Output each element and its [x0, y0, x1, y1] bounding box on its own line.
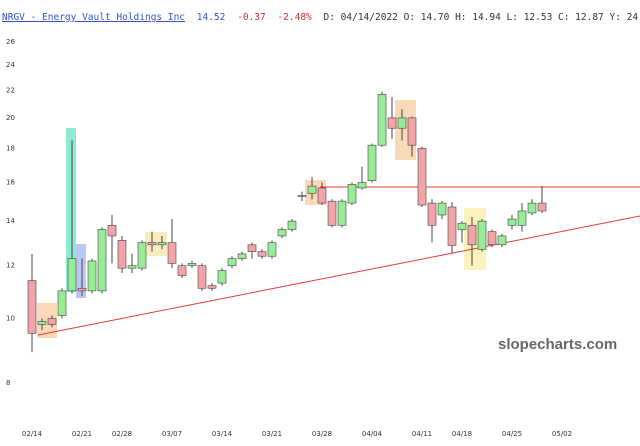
x-tick-label: 04/04: [362, 430, 383, 438]
y-tick-label: 18: [6, 144, 15, 152]
candles: [27, 91, 547, 353]
x-tick-label: 02/21: [72, 430, 92, 438]
candle-body: [207, 285, 217, 289]
candle-body: [417, 148, 427, 206]
candle-body: [477, 220, 487, 250]
y-tick-label: 16: [6, 178, 15, 186]
candle-body: [237, 253, 247, 259]
candle-body: [497, 235, 507, 246]
candle-body: [367, 144, 377, 181]
x-tick-label: 03/07: [162, 430, 182, 438]
candle-body: [307, 185, 317, 194]
candle-body: [347, 183, 357, 204]
x-tick-label: 03/21: [262, 430, 282, 438]
candle-body: [397, 117, 407, 129]
y-tick-label: 12: [6, 262, 15, 270]
candle-body: [67, 258, 77, 292]
candle-body: [507, 218, 517, 226]
x-tick-label: 04/18: [452, 430, 472, 438]
candle-body: [107, 224, 117, 237]
candle-body: [57, 290, 67, 316]
candle-body: [487, 231, 497, 246]
trendline: [37, 215, 640, 336]
y-tick-label: 20: [6, 114, 15, 122]
y-tick-label: 26: [6, 38, 15, 46]
candle-body: [47, 318, 57, 325]
x-tick-label: 02/28: [112, 430, 132, 438]
x-tick-label: 04/11: [412, 430, 432, 438]
candle-body: [117, 240, 127, 269]
candle-body: [187, 263, 197, 267]
candle-body: [147, 242, 157, 246]
candle-body: [447, 206, 457, 246]
y-tick-label: 8: [6, 379, 10, 387]
candle-body: [377, 94, 387, 146]
candle-body: [97, 229, 107, 292]
candle-body: [257, 251, 267, 257]
price: 14.52: [196, 12, 226, 23]
candle-body: [407, 117, 417, 146]
candle-body: [317, 187, 327, 204]
candle-body: [247, 244, 257, 252]
candle-body: [287, 220, 297, 230]
highlight: [66, 128, 76, 292]
candle-body: [177, 265, 187, 276]
candle-body: [277, 229, 287, 237]
highlights: [37, 100, 486, 338]
x-tick-label: 04/25: [502, 430, 522, 438]
candle-body: [27, 280, 37, 334]
ticker-name[interactable]: NRGV - Energy Vault Holdings Inc: [2, 12, 186, 23]
candle-body: [427, 202, 437, 226]
y-tick-label: 22: [6, 86, 15, 94]
candle-body: [37, 321, 47, 325]
candle-body: [387, 117, 397, 129]
change: -0.37: [237, 12, 266, 23]
candle-body: [167, 242, 177, 264]
candle-body: [77, 287, 87, 292]
x-tick-label: 02/14: [22, 430, 43, 438]
y-tick-label: 14: [6, 217, 15, 225]
candle-body: [127, 265, 137, 269]
candle-body: [297, 195, 307, 197]
y-tick-label: 24: [6, 61, 15, 69]
candle-body: [467, 224, 477, 246]
candle-body: [267, 242, 277, 257]
candle-body: [327, 200, 337, 226]
candle-body: [437, 202, 447, 216]
candle-body: [87, 260, 97, 292]
candle-body: [137, 242, 147, 269]
candle-body: [227, 258, 237, 267]
highlight: [76, 244, 86, 298]
ohlc-readout: D: 04/14/2022 O: 14.70 H: 14.94 L: 12.53…: [323, 12, 640, 23]
candle-body: [357, 182, 367, 189]
candle-body: [197, 265, 207, 289]
candle-body: [457, 222, 467, 230]
y-tick-label: 10: [6, 314, 15, 322]
change-pct: -2.48%: [277, 12, 312, 23]
header: NRGV - Energy Vault Holdings Inc 14.52 -…: [2, 12, 640, 23]
candle-body: [157, 242, 167, 246]
x-tick-label: 03/14: [212, 430, 233, 438]
x-tick-label: 05/02: [552, 430, 572, 438]
candle-body: [217, 270, 227, 284]
candle-body: [537, 202, 547, 212]
candle-body: [517, 210, 527, 226]
watermark: slopecharts.com: [498, 336, 617, 353]
candle-body: [337, 200, 347, 226]
candle-body: [527, 202, 537, 214]
x-tick-label: 03/28: [312, 430, 332, 438]
